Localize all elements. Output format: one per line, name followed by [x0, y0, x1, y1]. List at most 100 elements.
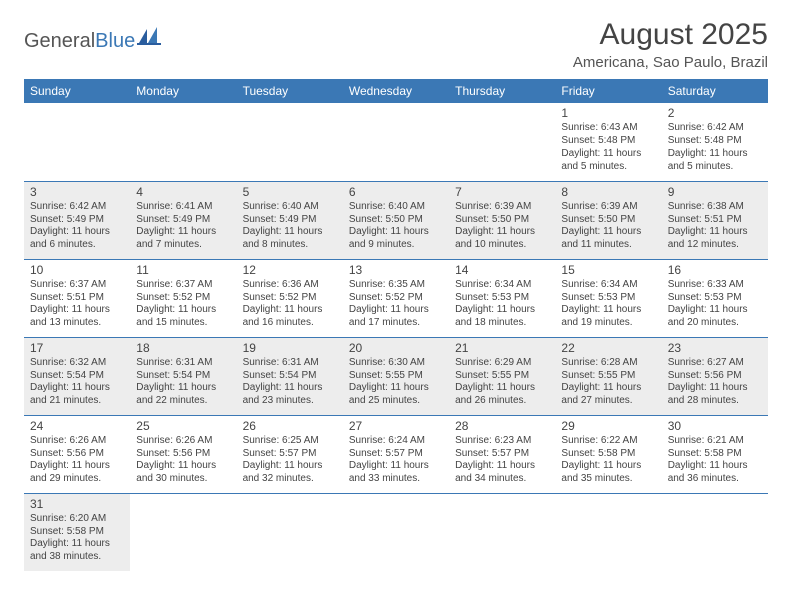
- day-sunrise: Sunrise: 6:25 AM: [243, 435, 337, 448]
- day-day1: Daylight: 11 hours: [136, 304, 230, 317]
- col-header: Friday: [555, 79, 661, 103]
- day-number: 22: [561, 341, 655, 356]
- day-sunset: Sunset: 5:55 PM: [455, 370, 549, 383]
- calendar-day: 25Sunrise: 6:26 AMSunset: 5:56 PMDayligh…: [130, 415, 236, 493]
- day-sunrise: Sunrise: 6:35 AM: [349, 279, 443, 292]
- day-day2: and 38 minutes.: [30, 551, 124, 564]
- day-sunset: Sunset: 5:48 PM: [561, 135, 655, 148]
- day-day1: Daylight: 11 hours: [561, 226, 655, 239]
- day-day2: and 10 minutes.: [455, 239, 549, 252]
- day-number: 19: [243, 341, 337, 356]
- day-day1: Daylight: 11 hours: [455, 382, 549, 395]
- day-sunset: Sunset: 5:49 PM: [243, 214, 337, 227]
- calendar-day: 20Sunrise: 6:30 AMSunset: 5:55 PMDayligh…: [343, 337, 449, 415]
- day-day1: Daylight: 11 hours: [30, 382, 124, 395]
- calendar-week: 24Sunrise: 6:26 AMSunset: 5:56 PMDayligh…: [24, 415, 768, 493]
- day-day2: and 15 minutes.: [136, 317, 230, 330]
- calendar-day: 27Sunrise: 6:24 AMSunset: 5:57 PMDayligh…: [343, 415, 449, 493]
- calendar-day: 26Sunrise: 6:25 AMSunset: 5:57 PMDayligh…: [237, 415, 343, 493]
- calendar-page: GeneralBlue August 2025 Americana, Sao P…: [0, 0, 792, 581]
- day-sunset: Sunset: 5:57 PM: [243, 448, 337, 461]
- day-sunrise: Sunrise: 6:38 AM: [668, 201, 762, 214]
- day-sunset: Sunset: 5:50 PM: [455, 214, 549, 227]
- day-number: 21: [455, 341, 549, 356]
- day-number: 4: [136, 185, 230, 200]
- col-header: Thursday: [449, 79, 555, 103]
- day-number: 3: [30, 185, 124, 200]
- day-sunrise: Sunrise: 6:31 AM: [243, 357, 337, 370]
- day-sunset: Sunset: 5:52 PM: [136, 292, 230, 305]
- day-sunrise: Sunrise: 6:22 AM: [561, 435, 655, 448]
- calendar-day: 2Sunrise: 6:42 AMSunset: 5:48 PMDaylight…: [662, 103, 768, 181]
- calendar-day: 3Sunrise: 6:42 AMSunset: 5:49 PMDaylight…: [24, 181, 130, 259]
- calendar-body: 1Sunrise: 6:43 AMSunset: 5:48 PMDaylight…: [24, 103, 768, 571]
- brand-logo: GeneralBlue: [24, 18, 165, 53]
- day-sunrise: Sunrise: 6:20 AM: [30, 513, 124, 526]
- day-sunrise: Sunrise: 6:31 AM: [136, 357, 230, 370]
- day-sunrise: Sunrise: 6:36 AM: [243, 279, 337, 292]
- day-day2: and 20 minutes.: [668, 317, 762, 330]
- day-sunrise: Sunrise: 6:34 AM: [561, 279, 655, 292]
- day-day2: and 17 minutes.: [349, 317, 443, 330]
- day-day1: Daylight: 11 hours: [561, 460, 655, 473]
- day-day2: and 23 minutes.: [243, 395, 337, 408]
- calendar-day: 17Sunrise: 6:32 AMSunset: 5:54 PMDayligh…: [24, 337, 130, 415]
- day-day1: Daylight: 11 hours: [349, 382, 443, 395]
- day-day2: and 21 minutes.: [30, 395, 124, 408]
- day-number: 9: [668, 185, 762, 200]
- calendar-day: 22Sunrise: 6:28 AMSunset: 5:55 PMDayligh…: [555, 337, 661, 415]
- day-day2: and 8 minutes.: [243, 239, 337, 252]
- day-sunset: Sunset: 5:52 PM: [349, 292, 443, 305]
- day-day1: Daylight: 11 hours: [668, 304, 762, 317]
- day-day2: and 11 minutes.: [561, 239, 655, 252]
- day-day1: Daylight: 11 hours: [668, 382, 762, 395]
- day-sunset: Sunset: 5:55 PM: [349, 370, 443, 383]
- calendar-day: 23Sunrise: 6:27 AMSunset: 5:56 PMDayligh…: [662, 337, 768, 415]
- day-number: 16: [668, 263, 762, 278]
- day-day1: Daylight: 11 hours: [561, 382, 655, 395]
- day-sunset: Sunset: 5:54 PM: [136, 370, 230, 383]
- day-number: 13: [349, 263, 443, 278]
- day-sunrise: Sunrise: 6:40 AM: [243, 201, 337, 214]
- day-sunrise: Sunrise: 6:24 AM: [349, 435, 443, 448]
- day-day1: Daylight: 11 hours: [30, 538, 124, 551]
- calendar-day: 10Sunrise: 6:37 AMSunset: 5:51 PMDayligh…: [24, 259, 130, 337]
- day-number: 10: [30, 263, 124, 278]
- day-day1: Daylight: 11 hours: [243, 304, 337, 317]
- col-header: Wednesday: [343, 79, 449, 103]
- day-sunset: Sunset: 5:56 PM: [136, 448, 230, 461]
- day-sunrise: Sunrise: 6:39 AM: [561, 201, 655, 214]
- day-sunrise: Sunrise: 6:43 AM: [561, 122, 655, 135]
- day-sunrise: Sunrise: 6:33 AM: [668, 279, 762, 292]
- day-sunrise: Sunrise: 6:42 AM: [30, 201, 124, 214]
- sail-icon: [137, 27, 165, 51]
- day-sunset: Sunset: 5:53 PM: [455, 292, 549, 305]
- day-sunrise: Sunrise: 6:39 AM: [455, 201, 549, 214]
- day-sunrise: Sunrise: 6:40 AM: [349, 201, 443, 214]
- day-day2: and 33 minutes.: [349, 473, 443, 486]
- day-sunrise: Sunrise: 6:37 AM: [136, 279, 230, 292]
- day-sunset: Sunset: 5:49 PM: [136, 214, 230, 227]
- day-number: 30: [668, 419, 762, 434]
- day-day1: Daylight: 11 hours: [349, 460, 443, 473]
- day-day2: and 9 minutes.: [349, 239, 443, 252]
- day-number: 27: [349, 419, 443, 434]
- page-header: GeneralBlue August 2025 Americana, Sao P…: [24, 18, 768, 71]
- day-sunrise: Sunrise: 6:23 AM: [455, 435, 549, 448]
- day-number: 14: [455, 263, 549, 278]
- calendar-empty: [237, 493, 343, 571]
- day-day2: and 30 minutes.: [136, 473, 230, 486]
- calendar-day: 19Sunrise: 6:31 AMSunset: 5:54 PMDayligh…: [237, 337, 343, 415]
- day-sunset: Sunset: 5:51 PM: [668, 214, 762, 227]
- day-sunset: Sunset: 5:52 PM: [243, 292, 337, 305]
- calendar-empty: [555, 493, 661, 571]
- brand-part1: General: [24, 30, 95, 53]
- calendar-day: 15Sunrise: 6:34 AMSunset: 5:53 PMDayligh…: [555, 259, 661, 337]
- day-day1: Daylight: 11 hours: [668, 226, 762, 239]
- day-day2: and 6 minutes.: [30, 239, 124, 252]
- day-day2: and 13 minutes.: [30, 317, 124, 330]
- day-number: 8: [561, 185, 655, 200]
- col-header: Sunday: [24, 79, 130, 103]
- col-header: Saturday: [662, 79, 768, 103]
- calendar-day: 1Sunrise: 6:43 AMSunset: 5:48 PMDaylight…: [555, 103, 661, 181]
